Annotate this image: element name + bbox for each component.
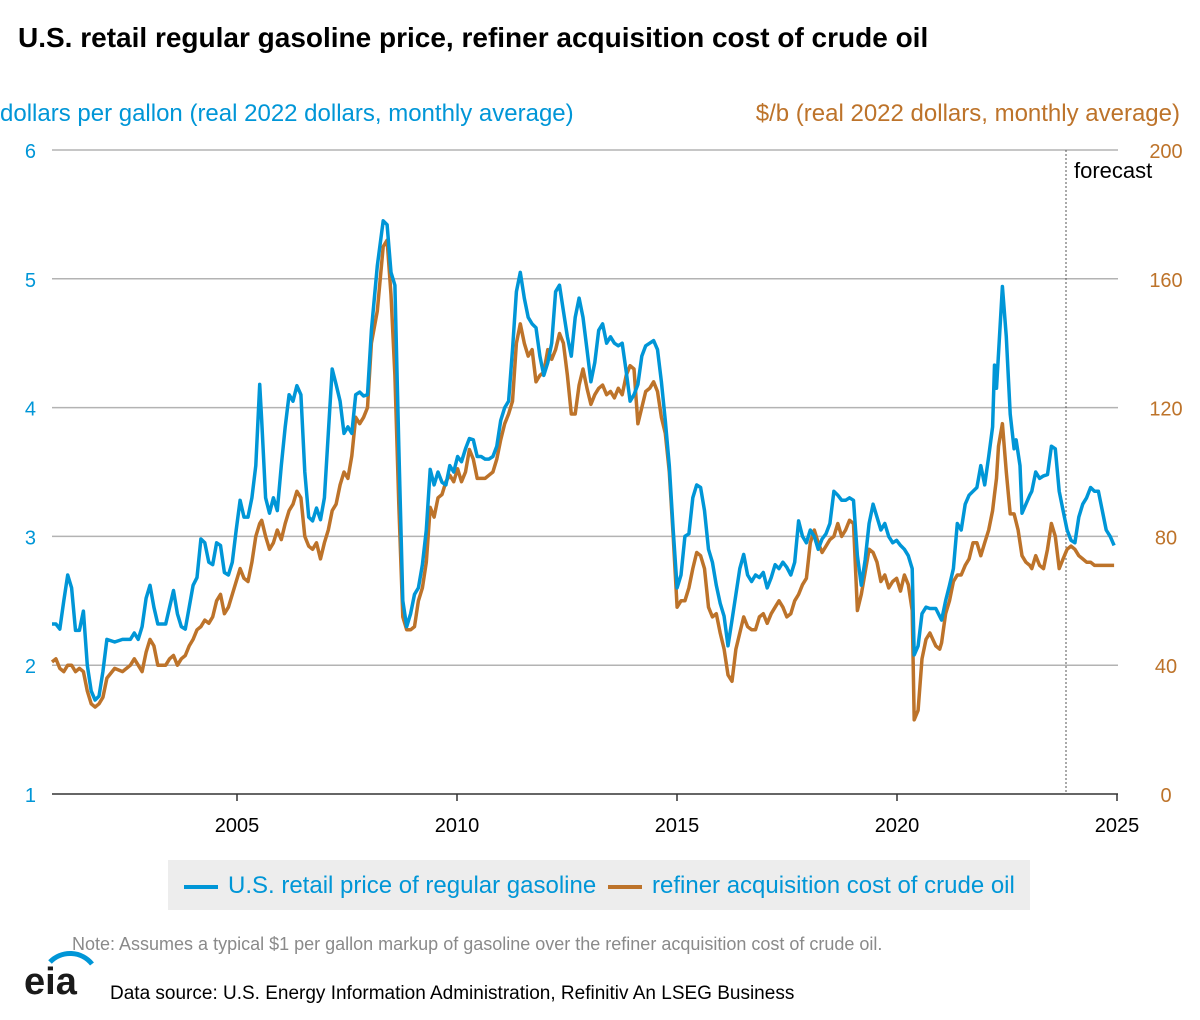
forecast-label: forecast (1074, 158, 1152, 183)
x-tick-label: 2015 (655, 815, 700, 837)
left-tick-label: 5 (25, 270, 36, 292)
chart-title: U.S. retail regular gasoline price, refi… (18, 22, 929, 53)
eia-logo-arc (48, 950, 94, 966)
right-tick-label: 40 (1155, 656, 1177, 678)
series-line-gasoline (52, 219, 1116, 702)
left-axis-label: dollars per gallon (real 2022 dollars, m… (0, 100, 574, 127)
right-tick-label: 200 (1149, 141, 1182, 163)
x-tick-label: 2025 (1095, 815, 1140, 837)
legend-swatch-gasoline (184, 884, 218, 889)
left-axis-ticks: 1 2 3 4 5 6 (25, 141, 36, 807)
grid-layer (52, 149, 1118, 795)
right-tick-label: 0 (1160, 785, 1171, 807)
x-tick-label: 2020 (875, 815, 920, 837)
left-tick-label: 2 (25, 656, 36, 678)
legend-item-gasoline: U.S. retail price of regular gasoline (184, 872, 596, 900)
right-axis-ticks: 0 40 80 120 160 200 (1149, 141, 1182, 807)
series-layer (50, 219, 1116, 722)
legend-label-crude: refiner acquisition cost of crude oil (652, 872, 1015, 899)
x-tick-label: 2005 (215, 815, 260, 837)
right-tick-label: 80 (1155, 527, 1177, 549)
right-axis-label: $/b (real 2022 dollars, monthly average) (755, 100, 1180, 127)
right-tick-label: 120 (1149, 399, 1182, 421)
data-source: Data source: U.S. Energy Information Adm… (110, 983, 795, 1004)
legend-item-crude: refiner acquisition cost of crude oil (608, 872, 1015, 900)
left-tick-label: 1 (25, 785, 36, 807)
eia-logo: eia (24, 950, 94, 1000)
x-tick-label: 2010 (435, 815, 480, 837)
right-tick-label: 160 (1149, 270, 1182, 292)
legend-swatch-crude (608, 884, 642, 889)
left-tick-label: 3 (25, 527, 36, 549)
eia-logo-text: eia (24, 961, 78, 1000)
x-axis-ticks: 2005 2010 2015 2020 2025 (215, 794, 1140, 837)
left-tick-label: 4 (25, 399, 36, 421)
left-tick-label: 6 (25, 141, 36, 163)
chart-note: Note: Assumes a typical $1 per gallon ma… (72, 934, 883, 954)
legend-label-gasoline: U.S. retail price of regular gasoline (228, 872, 597, 899)
legend: U.S. retail price of regular gasoline re… (168, 860, 1030, 910)
series-line-crude (50, 238, 1115, 722)
